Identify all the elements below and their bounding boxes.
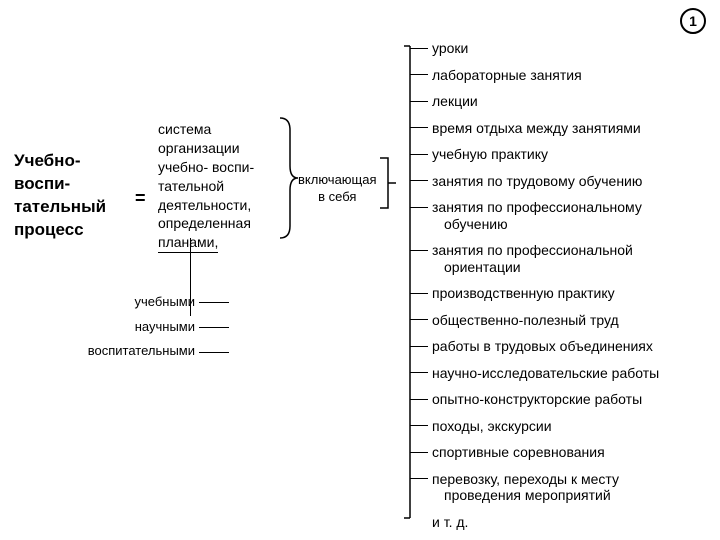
definition-block: система организации учебно- воспи-татель… <box>158 120 283 252</box>
list-item: научно-исследовательские работы <box>432 365 659 382</box>
plan-type-item: учебными <box>60 290 195 315</box>
right-list-spine <box>404 46 414 518</box>
diagram-page: 1 Учебно-воспи-тательныйпроцесс = систем… <box>0 0 720 540</box>
plan-types-list: учебныминаучнымивоспитательными <box>60 290 195 364</box>
list-item: спортивные соревнования <box>432 444 659 461</box>
list-item: уроки <box>432 40 659 57</box>
definition-text: система организации учебно- воспи-татель… <box>158 121 254 231</box>
list-item: занятия по профессиональномуобучению <box>432 199 659 232</box>
page-number: 1 <box>689 13 697 29</box>
equals-sign: = <box>135 188 146 209</box>
list-item: опытно-конструкторские работы <box>432 391 659 408</box>
list-item: время отдыха между занятиями <box>432 120 659 137</box>
list-item-sub: проведения мероприятий <box>432 487 659 504</box>
list-item-sub: ориентации <box>432 259 659 276</box>
list-item-sub: обучению <box>432 216 659 233</box>
including-label: включающаяв себя <box>298 172 377 206</box>
right-list: уроки лабораторные занятия лекции время отд… <box>432 40 659 540</box>
list-item: занятия по профессиональнойориентации <box>432 242 659 275</box>
list-item: лабораторные занятия <box>432 67 659 84</box>
list-item: перевозку, переходы к меступроведения ме… <box>432 471 659 504</box>
plan-type-item: воспитательными <box>60 339 195 364</box>
page-number-badge: 1 <box>680 8 706 34</box>
list-item: учебную практику <box>432 146 659 163</box>
list-item: лекции <box>432 93 659 110</box>
root-title: Учебно-воспи-тательныйпроцесс <box>14 150 106 242</box>
list-item: общественно-полезный труд <box>432 312 659 329</box>
list-item: занятия по трудовому обучению <box>432 173 659 190</box>
brace-mid <box>380 158 396 208</box>
list-item: производственную практику <box>432 285 659 302</box>
definition-last-word: планами, <box>158 234 218 253</box>
list-item: работы в трудовых объединениях <box>432 338 659 355</box>
list-item: и т. д. <box>432 514 659 531</box>
list-item: походы, экскурсии <box>432 418 659 435</box>
plan-type-item: научными <box>60 315 195 340</box>
brace-left <box>278 118 298 238</box>
